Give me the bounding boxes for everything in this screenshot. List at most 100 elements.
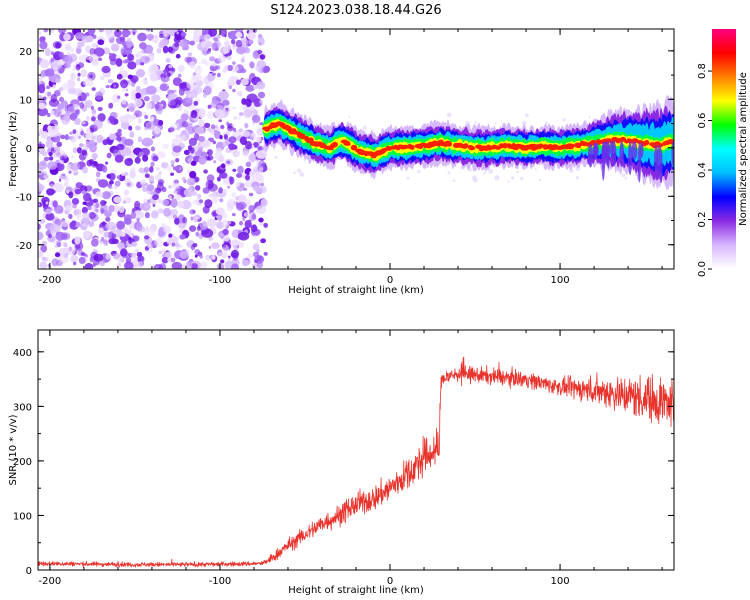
noise-blob xyxy=(39,72,46,78)
noise-blob xyxy=(44,256,49,262)
noise-blob xyxy=(81,35,90,43)
noise-blob xyxy=(135,59,142,66)
noise-blob xyxy=(59,96,64,102)
noise-blob xyxy=(135,92,142,99)
noise-blob xyxy=(248,39,254,45)
noise-blob xyxy=(38,102,46,110)
colorbar: 0.0 0.2 0.4 0.6 0.8 Normalized spectral ampl… xyxy=(697,29,749,277)
noise-blob xyxy=(38,107,49,117)
noise-blob xyxy=(168,195,172,200)
noise-blob xyxy=(227,64,233,72)
spectrogram-x-tick-label: -200 xyxy=(39,275,62,286)
faint-noise-blob xyxy=(299,172,305,177)
faint-noise-blob xyxy=(521,120,527,126)
noise-blob xyxy=(195,232,199,237)
noise-blob xyxy=(114,180,121,187)
faint-noise-blob xyxy=(406,176,410,180)
noise-blob xyxy=(124,138,134,146)
noise-blob xyxy=(67,87,77,95)
noise-blob xyxy=(170,172,175,176)
noise-blob xyxy=(203,169,209,174)
noise-blob xyxy=(108,173,116,181)
noise-blob xyxy=(236,46,246,55)
noise-blob xyxy=(244,220,252,229)
noise-blob xyxy=(255,136,262,143)
noise-blob xyxy=(164,251,173,259)
noise-blob xyxy=(136,251,143,257)
noise-blob xyxy=(195,126,205,135)
noise-blob xyxy=(122,29,130,38)
noise-blob xyxy=(63,181,69,187)
noise-blob xyxy=(196,193,202,200)
signal-trace xyxy=(262,94,674,191)
noise-blob xyxy=(213,37,219,42)
noise-blob xyxy=(161,254,165,258)
spectrogram-y-tick-label: -20 xyxy=(16,241,32,252)
signal-streak xyxy=(671,140,674,167)
noise-blob xyxy=(198,119,205,127)
noise-blob xyxy=(82,201,87,205)
noise-blob xyxy=(214,151,224,161)
noise-blob xyxy=(203,85,212,96)
noise-blob xyxy=(227,198,237,209)
noise-blob xyxy=(170,67,175,72)
noise-blob xyxy=(90,127,94,133)
noise-blob xyxy=(102,139,109,146)
noise-blob xyxy=(66,246,76,256)
noise-blob xyxy=(220,124,225,130)
signal-point xyxy=(409,144,415,150)
noise-blob xyxy=(208,29,218,37)
noise-blob xyxy=(82,166,88,174)
noise-blob xyxy=(190,263,198,269)
noise-blob xyxy=(244,179,253,188)
noise-blob xyxy=(242,130,251,137)
signal-point xyxy=(631,138,639,144)
noise-blob xyxy=(109,58,117,66)
noise-blob xyxy=(150,146,156,152)
snr-frame xyxy=(37,329,675,571)
noise-blob xyxy=(232,46,236,50)
faint-noise-blob xyxy=(516,170,519,174)
noise-blob xyxy=(75,63,81,71)
noise-blob xyxy=(56,151,62,157)
noise-blob xyxy=(136,218,140,222)
noise-blob xyxy=(72,147,78,154)
noise-blob xyxy=(64,134,69,141)
noise-blob xyxy=(56,141,63,148)
colorbar-tick-label: 0.2 xyxy=(697,212,708,228)
noise-blob xyxy=(252,141,259,148)
noise-blob xyxy=(239,242,244,248)
noise-blob xyxy=(62,175,68,181)
noise-blob xyxy=(47,125,53,132)
snr-data xyxy=(38,356,674,568)
colorbar-gradient xyxy=(712,29,736,269)
noise-blob xyxy=(141,183,146,189)
noise-blob xyxy=(255,171,259,176)
noise-blob xyxy=(123,44,128,49)
noise-blob xyxy=(193,100,199,106)
noise-blob xyxy=(126,182,132,187)
noise-blob xyxy=(102,165,108,173)
noise-blob xyxy=(148,71,152,77)
noise-blob xyxy=(74,236,81,245)
noise-blob xyxy=(95,44,99,48)
noise-blob xyxy=(79,102,85,109)
noise-blob xyxy=(205,179,214,190)
noise-blob xyxy=(43,174,49,179)
noise-blob xyxy=(212,140,217,145)
noise-blob xyxy=(165,58,171,63)
noise-blob xyxy=(198,155,207,165)
noise-blob xyxy=(236,173,242,178)
noise-blob xyxy=(39,261,48,269)
noise-blob xyxy=(84,100,93,108)
snr-x-tick-label: 0 xyxy=(387,576,393,587)
noise-blob xyxy=(100,200,107,206)
noise-blob xyxy=(52,200,58,208)
noise-blob xyxy=(144,115,149,119)
noise-blob xyxy=(138,151,144,157)
noise-blob xyxy=(135,125,141,131)
noise-blob xyxy=(101,221,106,227)
noise-blob xyxy=(85,133,92,140)
noise-blob xyxy=(52,84,56,89)
